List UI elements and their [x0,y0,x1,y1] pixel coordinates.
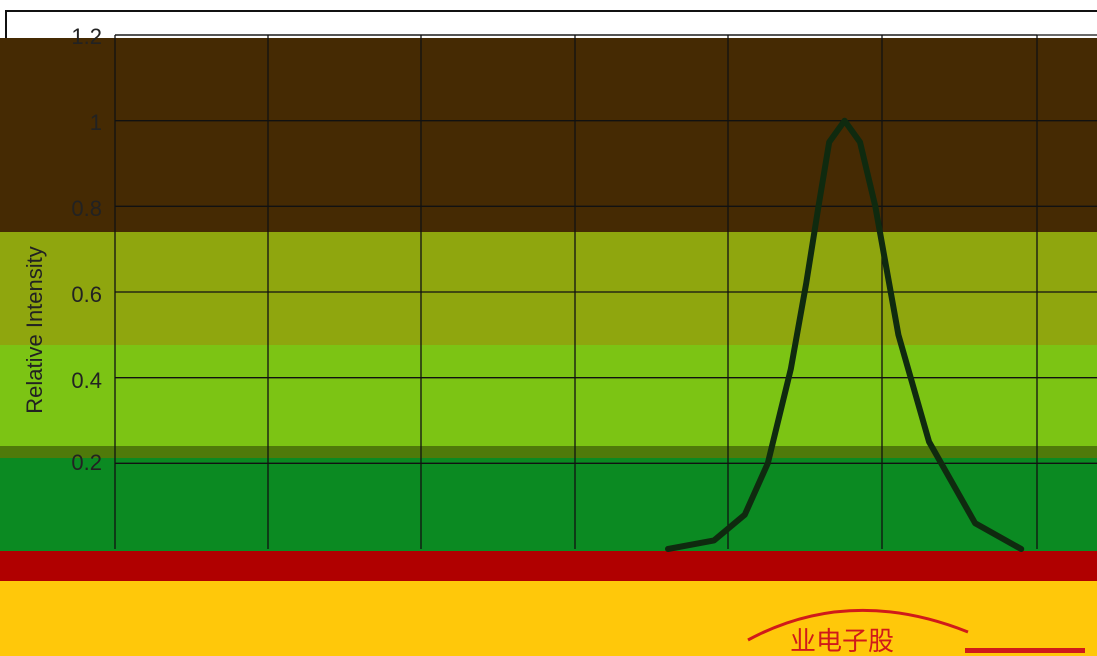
y-tick-label: 1.2 [71,24,102,49]
y-tick-label: 0.8 [71,196,102,221]
frame-top-border [5,10,1097,12]
background-band [0,581,1097,656]
y-tick-label: 0.4 [71,368,102,393]
y-tick-label: 0.6 [71,282,102,307]
y-tick-label: 0.2 [71,450,102,475]
background-band [0,38,1097,233]
background-top [0,0,1097,38]
y-axis-title: Relative Intensity [22,246,47,414]
y-tick-label: 1 [90,110,102,135]
series-group [665,117,1025,552]
seal-underline [965,648,1085,653]
seal-arc [747,608,969,642]
background-band [0,458,1097,551]
background-band [0,232,1097,345]
background-band [0,551,1097,581]
grid-lines [114,34,1097,549]
series-line [665,117,1025,552]
y-tick-labels: 1.2 1 0.8 0.6 0.4 0.2 [71,24,102,475]
company-seal: 业电子股 [747,608,1085,656]
background-band [0,345,1097,450]
seal-text: 业电子股 [790,627,894,656]
frame-left-border [5,10,7,40]
